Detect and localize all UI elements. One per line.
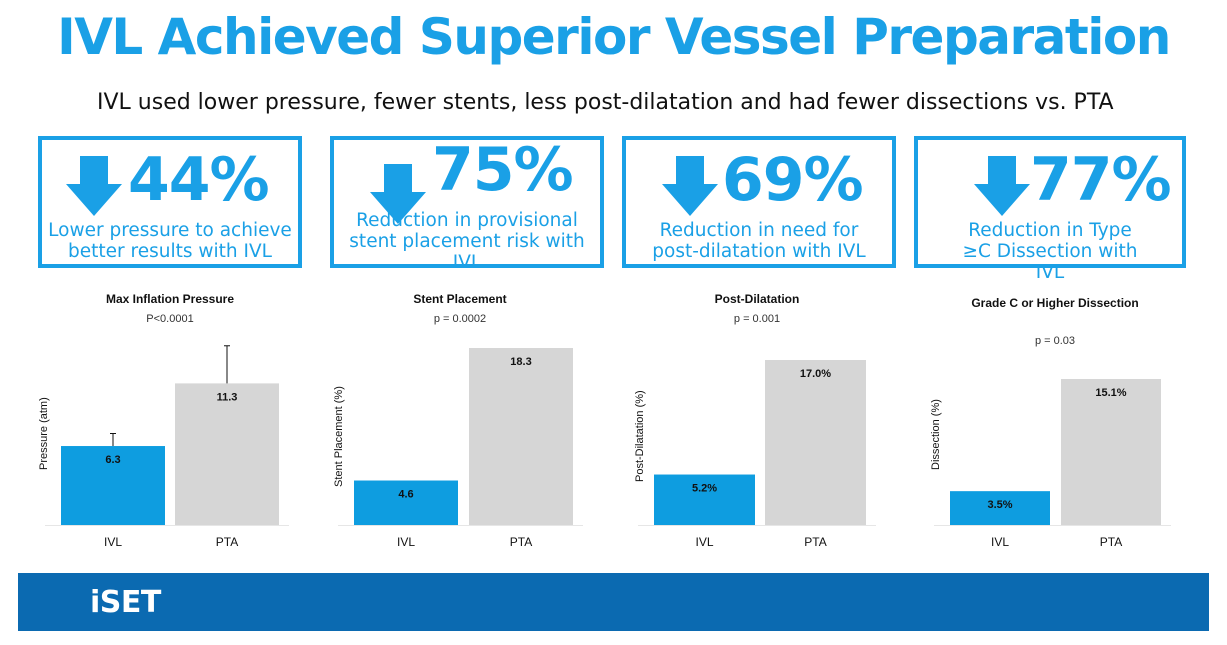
stat-box-postdilatation: 69% Reduction in need for post-dilatatio… <box>622 136 896 268</box>
data-label: 15.1% <box>1095 387 1126 399</box>
x-tick-label: PTA <box>1100 535 1122 549</box>
chart-title: Max Inflation Pressure <box>105 292 235 306</box>
stat-box-stent: 75% Reduction in provisional stent place… <box>330 135 604 273</box>
x-tick-label: IVL <box>695 535 713 549</box>
stat-value: 44% <box>128 145 270 215</box>
stat-value: 77% <box>1030 145 1172 215</box>
stat-description: Reduction in need for post-dilatation wi… <box>652 220 866 262</box>
data-label: 5.2% <box>692 483 717 495</box>
data-label: 6.3 <box>105 454 120 466</box>
bar-ivl <box>654 474 755 525</box>
data-label: 18.3 <box>510 356 531 368</box>
x-tick-label: IVL <box>991 535 1009 549</box>
x-tick-label: IVL <box>104 535 122 549</box>
data-label: 17.0% <box>800 368 831 380</box>
down-arrow-icon <box>66 156 122 216</box>
page-subtitle: IVL used lower pressure, fewer stents, l… <box>97 90 1114 115</box>
x-tick-label: PTA <box>216 535 238 549</box>
chart-title: Grade C or Higher Dissection <box>971 296 1139 310</box>
stat-description: Reduction in provisional stent placement… <box>349 210 585 273</box>
bar-ivl <box>354 480 458 525</box>
x-tick-label: PTA <box>804 535 826 549</box>
footer-bar: iSET <box>18 573 1209 631</box>
x-tick-label: IVL <box>397 535 415 549</box>
down-arrow-icon <box>370 164 426 224</box>
stat-value: 69% <box>722 145 864 215</box>
iset-logo: iSET <box>90 585 161 620</box>
bar-ivl <box>950 491 1050 525</box>
down-arrow-icon <box>662 156 718 216</box>
stat-description: Lower pressure to achieve better results… <box>48 220 292 262</box>
p-value: P<0.0001 <box>146 313 194 325</box>
bar-pta <box>175 383 279 525</box>
stat-box-dissection: 77% Reduction in Type ≥C Dissection with… <box>914 136 1186 283</box>
p-value: p = 0.001 <box>733 313 781 325</box>
data-label: 3.5% <box>987 499 1012 511</box>
data-label: 4.6 <box>398 489 413 501</box>
bar-pta <box>1061 379 1161 525</box>
chart-title: Stent Placement <box>413 292 507 306</box>
stat-description: Reduction in Type ≥C Dissection with IVL <box>962 220 1138 283</box>
bar-pta <box>765 360 866 525</box>
stat-box-pressure: 44% Lower pressure to achieve better res… <box>38 136 302 268</box>
stat-value: 75% <box>432 135 574 205</box>
x-tick-label: PTA <box>510 535 532 549</box>
bar-pta <box>469 348 573 525</box>
down-arrow-icon <box>974 156 1030 216</box>
chart-title: Post-Dilatation <box>714 292 800 306</box>
data-label: 11.3 <box>217 391 238 403</box>
page-title: IVL Achieved Superior Vessel Preparation <box>57 8 1171 66</box>
p-value: p = 0.0002 <box>433 313 487 325</box>
bar-ivl <box>61 446 165 525</box>
p-value: p = 0.03 <box>1034 335 1076 347</box>
charts-canvas: 6.3 IVL 11.3 PTA 4.6 IVL 18.3 PTA 5.2% IVL 17.0% PT… <box>45 345 1171 549</box>
